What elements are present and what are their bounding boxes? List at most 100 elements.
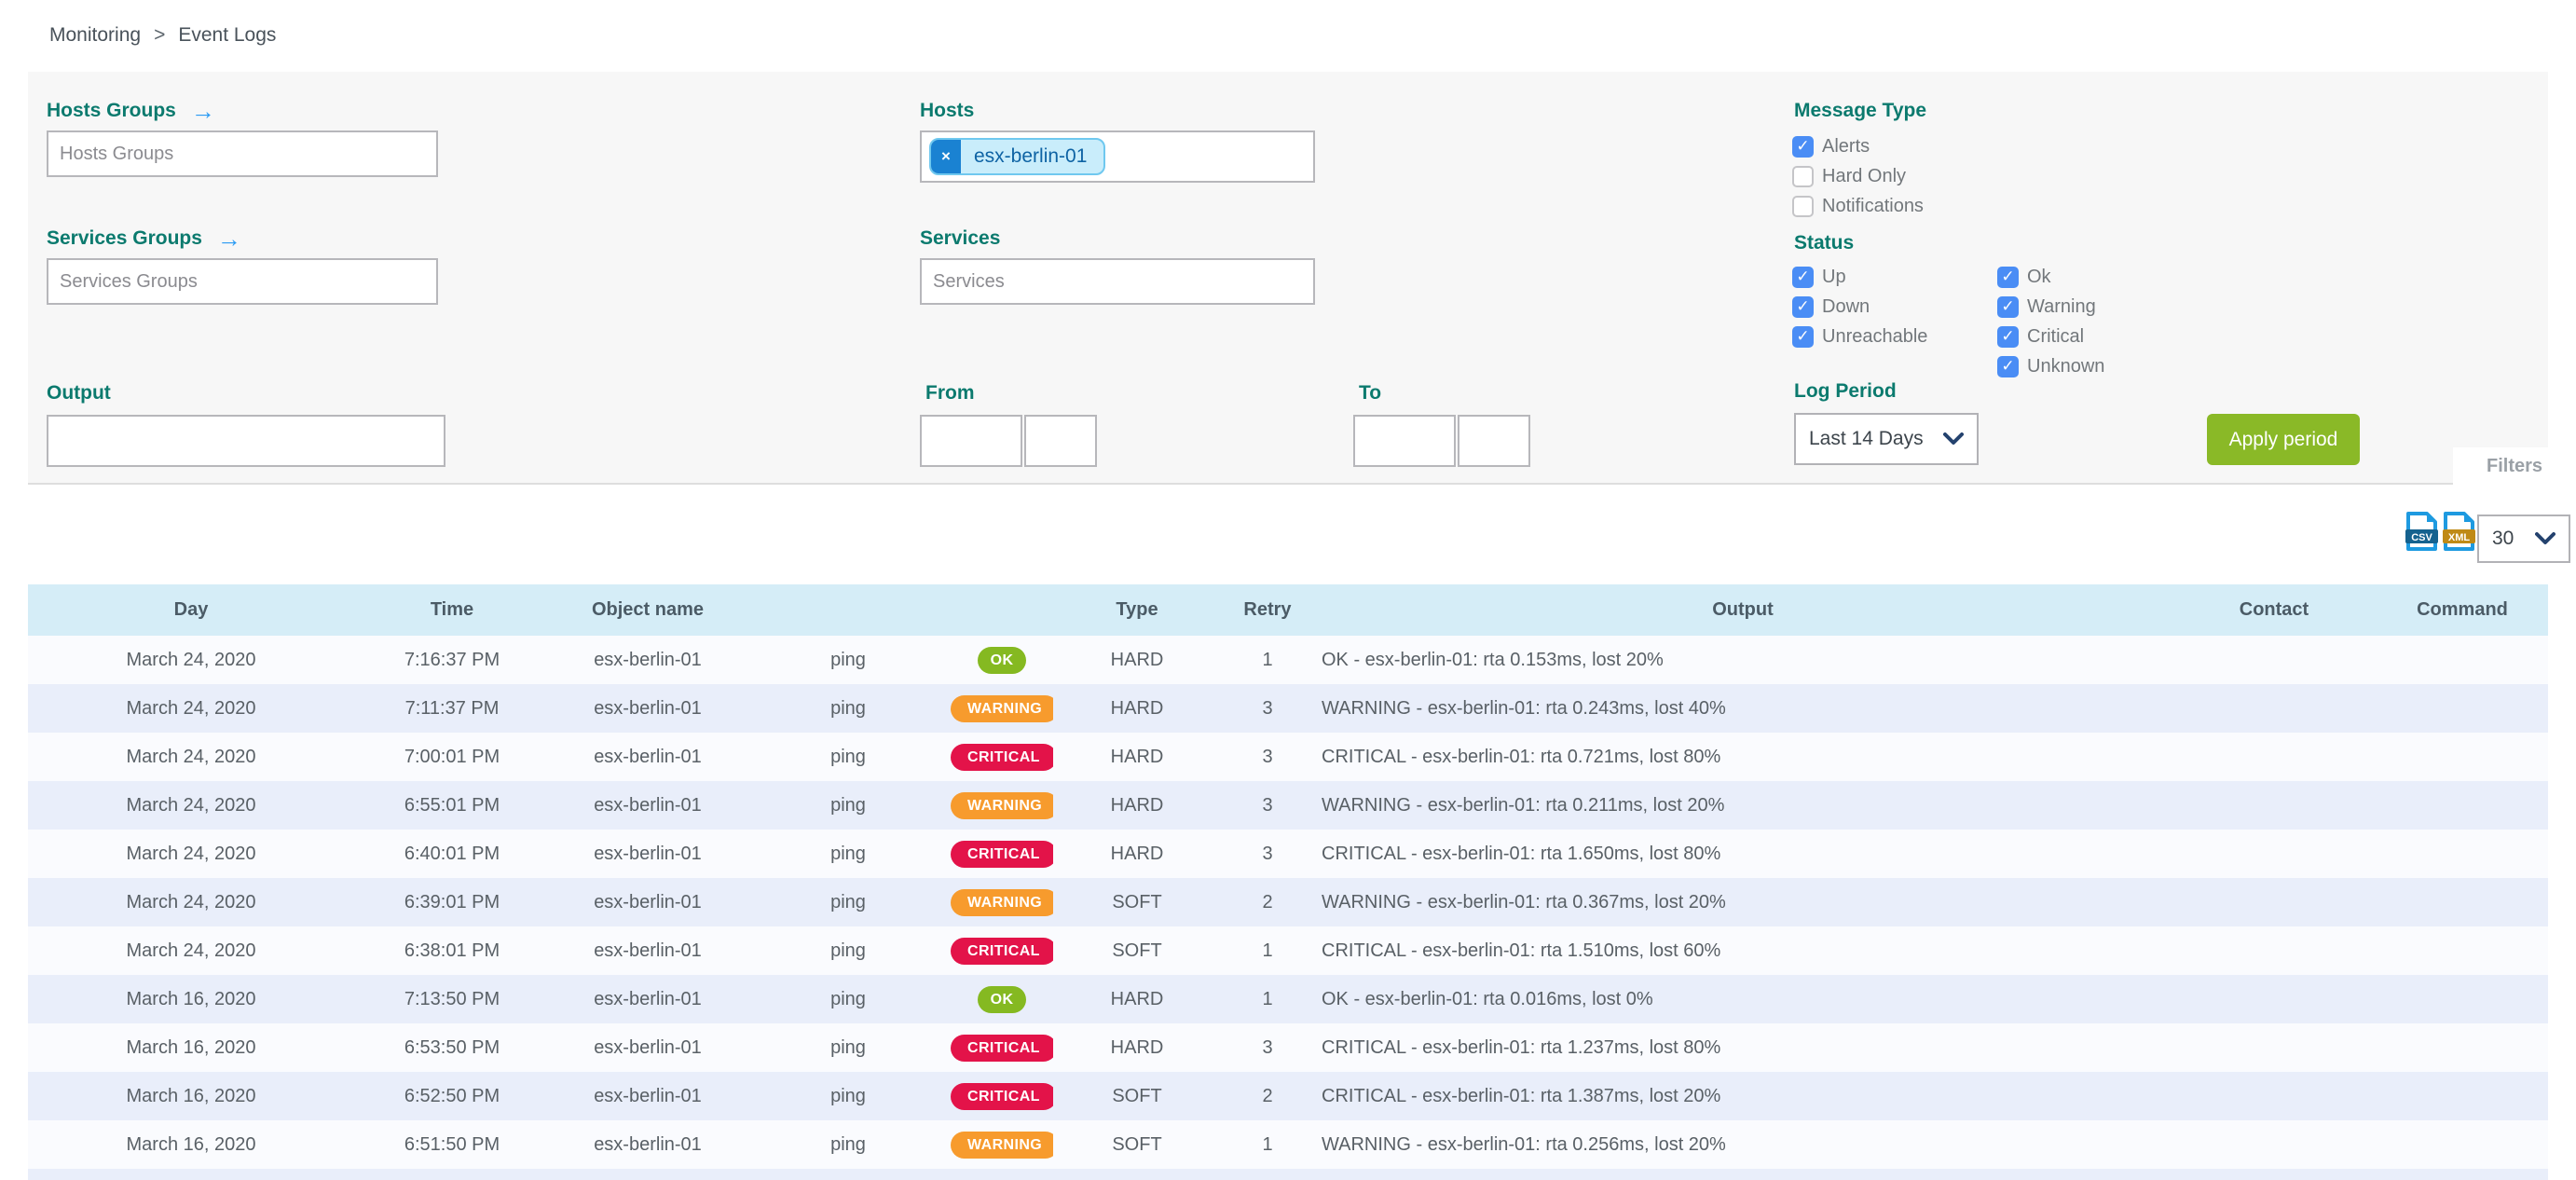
to-date-input[interactable] <box>1355 417 1454 465</box>
col-header-output: Output <box>1712 599 1774 620</box>
retry-cell: 2 <box>1262 891 1273 912</box>
object-name-cell: esx-berlin-01 <box>594 988 702 1009</box>
breadcrumb-separator: > <box>154 24 166 46</box>
output-cell: CRITICAL - esx-berlin-01: rta 1.510ms, l… <box>1322 940 1721 961</box>
day-cell: March 16, 2020 <box>126 1133 256 1155</box>
xml-file-icon[interactable]: XML <box>2442 511 2476 552</box>
col-header-object-name: Object name <box>591 599 705 620</box>
output-cell: CRITICAL - esx-berlin-01: rta 1.387ms, l… <box>1322 1085 1721 1106</box>
page-size-value: 30 <box>2492 528 2514 549</box>
checkbox-option: Hard Only <box>1792 161 1924 191</box>
services-groups-input[interactable] <box>48 260 436 303</box>
checkbox-label: Unknown <box>2027 355 2105 377</box>
status-cell: CRITICAL <box>951 1023 1053 1072</box>
time-cell: 6:53:50 PM <box>404 1036 500 1058</box>
from-date-input[interactable] <box>922 417 1021 465</box>
status-cell: WARNING <box>951 1120 1053 1169</box>
checkbox-label: Down <box>1822 295 1870 317</box>
hosts-groups-field <box>47 130 438 177</box>
time-cell: 6:38:01 PM <box>404 940 500 961</box>
col-header-service <box>746 584 951 636</box>
checkbox-option: Ok <box>1997 262 2104 292</box>
status-cell: CRITICAL <box>951 1072 1053 1120</box>
contact-cell <box>2172 1120 2377 1169</box>
checkbox-option: Up <box>1792 262 1927 292</box>
col-header-status <box>951 584 1053 636</box>
output-cell: WARNING - esx-berlin-01: rta 0.243ms, lo… <box>1322 697 1726 719</box>
day-cell: March 16, 2020 <box>126 1036 256 1058</box>
command-cell <box>2377 684 2548 733</box>
checkbox-hard-only[interactable] <box>1792 165 1814 187</box>
status-badge: CRITICAL <box>951 1034 1053 1062</box>
type-cell: SOFT <box>1112 1133 1162 1155</box>
page-size-select[interactable]: 30 <box>2477 515 2570 563</box>
status-col-0: Up Down Unreachable <box>1792 262 1927 351</box>
retry-cell: 1 <box>1262 1133 1273 1155</box>
checkbox-notifications[interactable] <box>1792 195 1814 217</box>
from-time-input[interactable] <box>1026 417 1095 465</box>
checkbox-label: Unreachable <box>1822 325 1928 347</box>
retry-cell: 1 <box>1262 649 1273 670</box>
status-badge: WARNING <box>951 791 1053 819</box>
hosts-groups-label: Hosts Groups → <box>47 97 215 125</box>
retry-cell: 3 <box>1262 843 1273 864</box>
checkbox-critical[interactable] <box>1997 325 2019 348</box>
service-cell: ping <box>830 1133 866 1155</box>
object-name-cell: esx-berlin-01 <box>594 746 702 767</box>
checkbox-up[interactable] <box>1792 266 1814 288</box>
table-row: March 24, 2020 6:39:01 PM esx-berlin-01 pin… <box>28 878 2548 926</box>
hosts-field[interactable]: × esx-berlin-01 <box>920 130 1315 183</box>
output-field <box>47 415 445 467</box>
hosts-groups-input[interactable] <box>48 132 436 175</box>
services-input[interactable] <box>922 260 1313 303</box>
status-badge: CRITICAL <box>951 937 1053 965</box>
to-label: To <box>1359 382 1382 404</box>
table-row: March 24, 2020 7:16:37 PM esx-berlin-01 pin… <box>28 636 2548 684</box>
type-cell: HARD <box>1110 746 1164 767</box>
breadcrumb-monitoring[interactable]: Monitoring <box>49 24 142 46</box>
status-badge: CRITICAL <box>951 840 1053 868</box>
command-cell <box>2377 636 2548 684</box>
day-cell: March 24, 2020 <box>126 891 256 912</box>
object-name-cell: esx-berlin-01 <box>594 794 702 816</box>
service-cell: ping <box>830 1036 866 1058</box>
breadcrumb: Monitoring > Event Logs <box>49 24 276 47</box>
services-groups-field <box>47 258 438 305</box>
type-cell: HARD <box>1110 1036 1164 1058</box>
object-name-cell: esx-berlin-01 <box>594 1085 702 1106</box>
log-period-select[interactable]: Last 14 Days <box>1794 413 1979 465</box>
checkbox-label: Notifications <box>1822 195 1924 216</box>
checkbox-alerts[interactable] <box>1792 135 1814 158</box>
contact-cell <box>2172 926 2377 975</box>
command-cell <box>2377 1023 2548 1072</box>
checkbox-option: Alerts <box>1792 131 1924 161</box>
day-cell: March 16, 2020 <box>126 1085 256 1106</box>
services-field <box>920 258 1315 305</box>
type-cell: HARD <box>1110 697 1164 719</box>
time-cell: 7:11:37 PM <box>404 697 500 719</box>
checkbox-ok[interactable] <box>1997 266 2019 288</box>
filters-tab[interactable]: Filters <box>2453 447 2576 485</box>
arrow-right-icon[interactable]: → <box>190 97 215 125</box>
arrow-right-icon[interactable]: → <box>216 225 241 253</box>
to-time-input[interactable] <box>1459 417 1528 465</box>
output-cell: WARNING - esx-berlin-01: rta 0.211ms, lo… <box>1322 794 1725 816</box>
checkbox-option: Critical <box>1997 322 2104 351</box>
object-name-cell: esx-berlin-01 <box>594 1036 702 1058</box>
retry-cell: 3 <box>1262 794 1273 816</box>
close-icon[interactable]: × <box>931 140 961 173</box>
table-row: March 16, 2020 7:13:50 PM esx-berlin-01 pin… <box>28 975 2548 1023</box>
checkbox-down[interactable] <box>1792 295 1814 318</box>
output-input[interactable] <box>48 417 444 465</box>
message-type-label: Message Type <box>1794 100 1927 121</box>
csv-file-icon[interactable]: CSV <box>2405 511 2439 552</box>
output-label: Output <box>47 382 111 404</box>
apply-period-button[interactable]: Apply period <box>2207 414 2360 465</box>
breadcrumb-event-logs[interactable]: Event Logs <box>178 24 277 46</box>
checkbox-unknown[interactable] <box>1997 355 2019 377</box>
checkbox-unreachable[interactable] <box>1792 325 1814 348</box>
log-period-value: Last 14 Days <box>1809 428 1924 449</box>
checkbox-warning[interactable] <box>1997 295 2019 318</box>
time-cell: 7:00:01 PM <box>404 746 500 767</box>
service-cell: ping <box>830 891 866 912</box>
